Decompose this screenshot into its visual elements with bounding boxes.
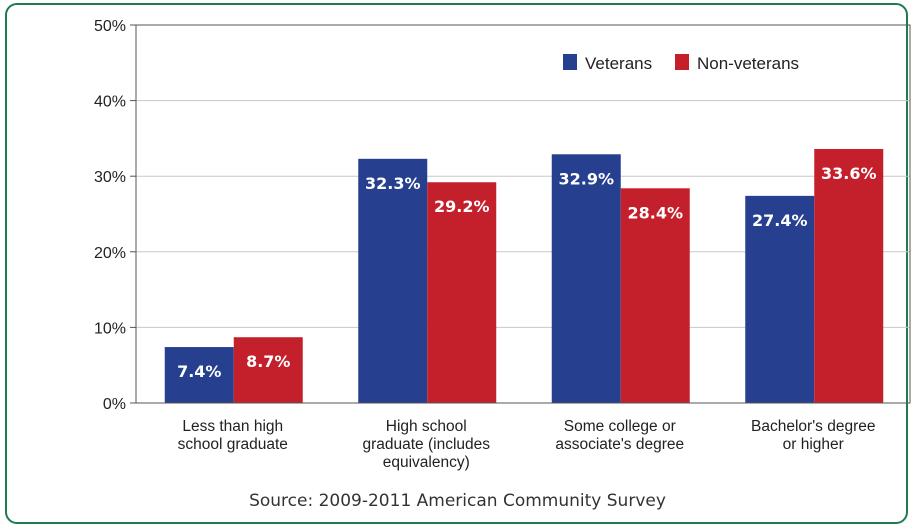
x-category-label: Bachelor's degree or higher — [751, 418, 875, 453]
bars — [164, 148, 884, 403]
bar-nonveterans — [233, 337, 303, 403]
data-label: 7.4% — [177, 362, 221, 381]
bar-nonveterans — [427, 182, 497, 403]
legend: Veterans Non-veterans — [563, 54, 799, 73]
bar-nonveterans — [814, 148, 884, 403]
x-category-label: Some college or associate's degree — [555, 418, 684, 453]
x-category-label: Less than high school graduate — [178, 418, 288, 453]
y-tick-label: 40% — [94, 94, 126, 111]
legend-swatch — [675, 54, 689, 70]
data-label: 32.9% — [558, 169, 614, 188]
x-axis-labels: Less than high school graduate High school… — [178, 418, 876, 471]
data-label: 27.4% — [752, 211, 808, 230]
y-tick-label: 0% — [103, 396, 126, 413]
legend-label: Non-veterans — [697, 54, 799, 73]
x-category-label: High school graduate (includes equivalency… — [362, 418, 490, 471]
bar-nonveterans — [620, 188, 690, 403]
y-tick-label: 50% — [94, 18, 126, 35]
data-labels: 7.4% 8.7% 32.3% 29.2% 32.9% 28.4% 27.4% 33.6% — [177, 164, 876, 381]
data-label: 8.7% — [246, 352, 290, 371]
data-label: 32.3% — [365, 174, 421, 193]
data-label: 29.2% — [434, 197, 490, 216]
bar-veterans — [164, 347, 234, 403]
y-tick-label: 30% — [94, 169, 126, 186]
source-note: Source: 2009-2011 American Community Sur… — [249, 491, 666, 511]
bar-veterans — [358, 158, 428, 403]
y-axis-ticks: 0% 10% 20% 30% 40% 50% — [94, 18, 136, 413]
plot-area-border — [135, 24, 911, 404]
y-tick-label: 10% — [94, 320, 126, 337]
data-label: 28.4% — [627, 203, 683, 222]
y-tick-label: 20% — [94, 245, 126, 262]
bar-veterans — [551, 154, 621, 403]
legend-label: Veterans — [585, 54, 652, 73]
legend-swatch — [563, 54, 577, 70]
bar-veterans — [745, 195, 815, 403]
data-label: 33.6% — [821, 164, 877, 183]
